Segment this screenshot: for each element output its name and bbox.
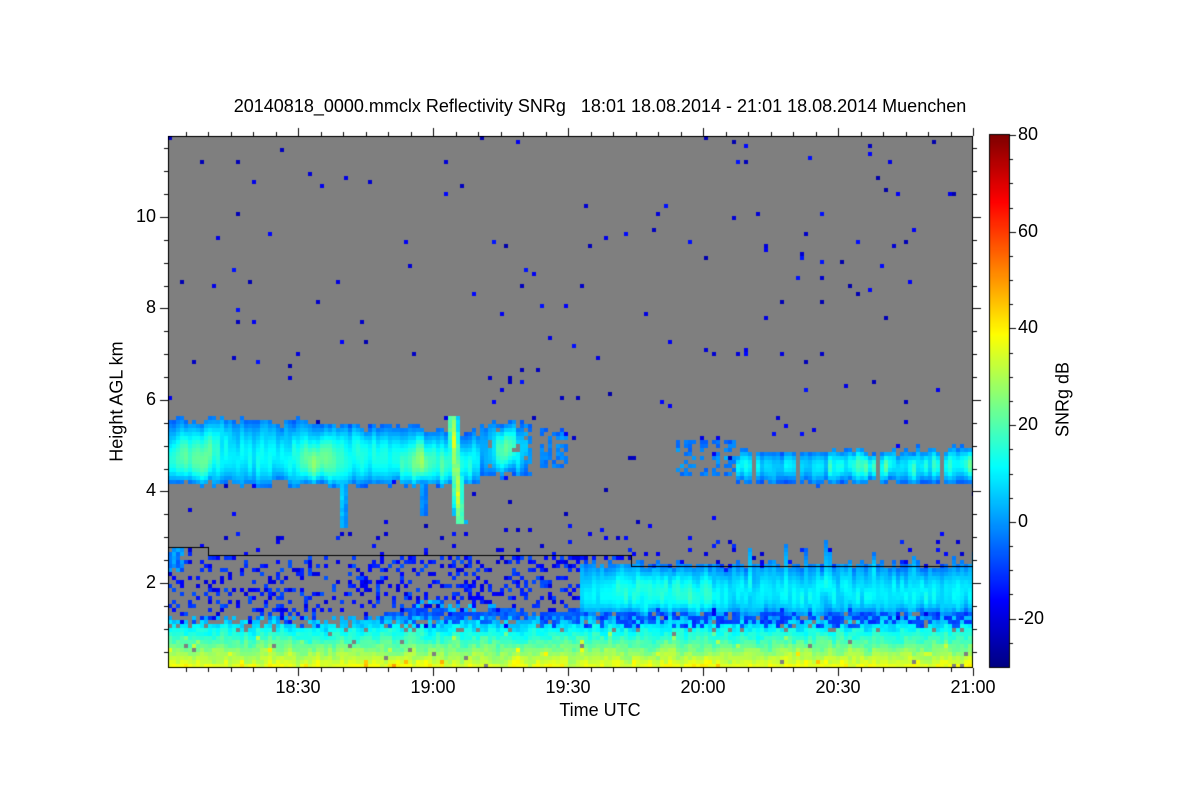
x-tick-label: 18:30 [275,677,321,697]
x-tick-label: 21:00 [950,677,996,697]
y-tick-label: 4 [145,480,156,500]
x-axis-label: Time UTC [559,700,641,720]
x-tick-label: 20:30 [815,677,861,697]
colorbar-tick-label: 40 [1018,317,1039,337]
colorbar-tick-label: 60 [1018,221,1039,241]
colorbar-tick-label: -20 [1018,608,1045,628]
x-tick-label: 19:00 [410,677,456,697]
chart-title: 20140818_0000.mmclx Reflectivity SNRg 18… [233,96,967,116]
colorbar-tick-label: 20 [1018,414,1039,434]
colorbar-label: SNRg dB [1052,361,1073,438]
colorbar-tick-label: 80 [1018,124,1039,144]
y-tick-label: 8 [145,297,156,317]
x-tick-label: 19:30 [545,677,591,697]
y-tick-label: 10 [135,206,156,226]
y-tick-label: 2 [145,572,156,592]
colorbar-tick-label: 0 [1018,511,1029,531]
y-tick-label: 6 [145,389,156,409]
x-tick-label: 20:00 [680,677,726,697]
